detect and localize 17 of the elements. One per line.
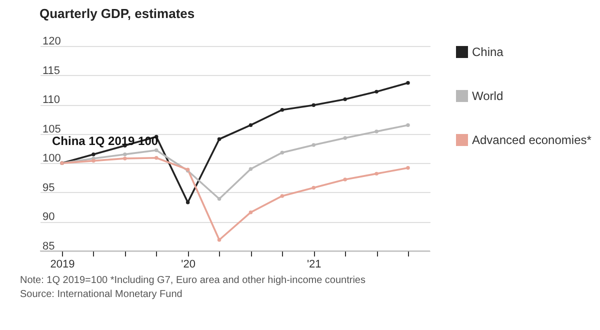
- legend-label: World: [472, 89, 504, 103]
- chart-title: Quarterly GDP, estimates: [40, 6, 195, 21]
- source-note: Source: International Monetary Fund: [20, 289, 182, 300]
- x-tick-label: 2019: [50, 258, 75, 270]
- legend-label: Advanced economies*: [472, 133, 592, 147]
- y-tick-label: 110: [42, 94, 60, 106]
- text: Note: 1Q 2019=100 *Including G7, Euro area and other high-income countries: [20, 275, 366, 286]
- y-tick-label: 115: [42, 64, 60, 77]
- y-tick-label: 100: [42, 152, 61, 165]
- y-tick-label: 105: [42, 123, 61, 136]
- y-tick-label: 90: [42, 211, 55, 224]
- y-tick-label: 95: [42, 182, 55, 194]
- y-tick-label: 120: [42, 36, 61, 48]
- legend-label: China: [472, 45, 504, 59]
- x-tick-label: '21: [306, 258, 322, 270]
- x-tick-label: '20: [181, 258, 196, 270]
- y-tick-label: 85: [42, 240, 55, 252]
